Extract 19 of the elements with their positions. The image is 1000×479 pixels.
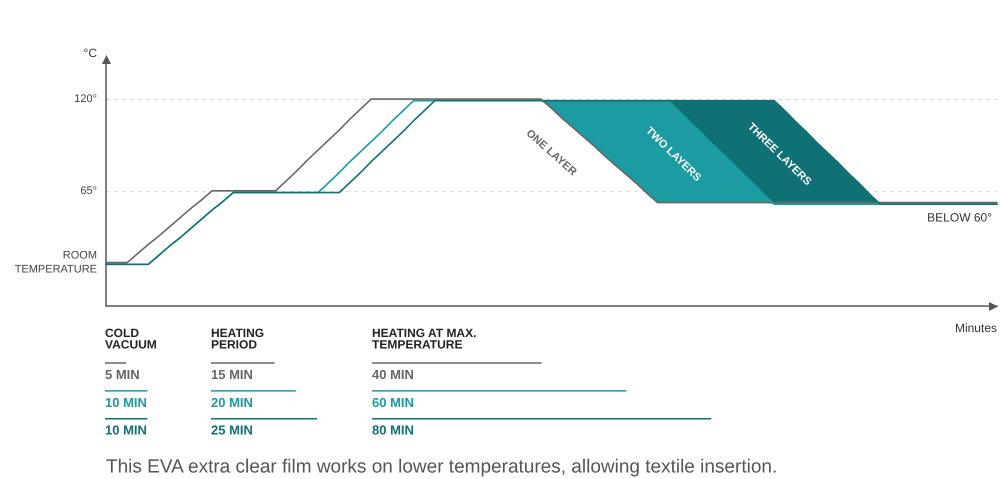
data-label: 60 MIN — [372, 394, 414, 410]
x-axis-title: Minutes — [954, 321, 997, 335]
data-label: 10 MIN — [105, 394, 147, 410]
data-label: 25 MIN — [211, 422, 253, 438]
category-label: HEATING AT MAX. TEMPERATURE — [372, 326, 476, 352]
data-label: 80 MIN — [372, 422, 414, 438]
text: This EVA extra clear film works on lower temperatures, allowing textile insertion. — [106, 456, 778, 478]
category-label: HEATING PERIOD — [211, 326, 264, 352]
y-tick-label: 120° — [74, 93, 97, 106]
data-label: 15 MIN — [211, 367, 253, 382]
y-tick-label: ROOM TEMPERATURE — [14, 250, 97, 276]
data-label: 40 MIN — [372, 367, 414, 382]
category-label: COLD VACUUM — [105, 326, 157, 352]
y-tick-label: 65° — [80, 184, 97, 197]
annotation: BELOW 60° — [927, 210, 992, 225]
data-label: 20 MIN — [211, 394, 253, 410]
data-label: 5 MIN — [105, 367, 140, 382]
data-label: 10 MIN — [105, 422, 147, 438]
y-axis-title: °C — [84, 46, 98, 60]
